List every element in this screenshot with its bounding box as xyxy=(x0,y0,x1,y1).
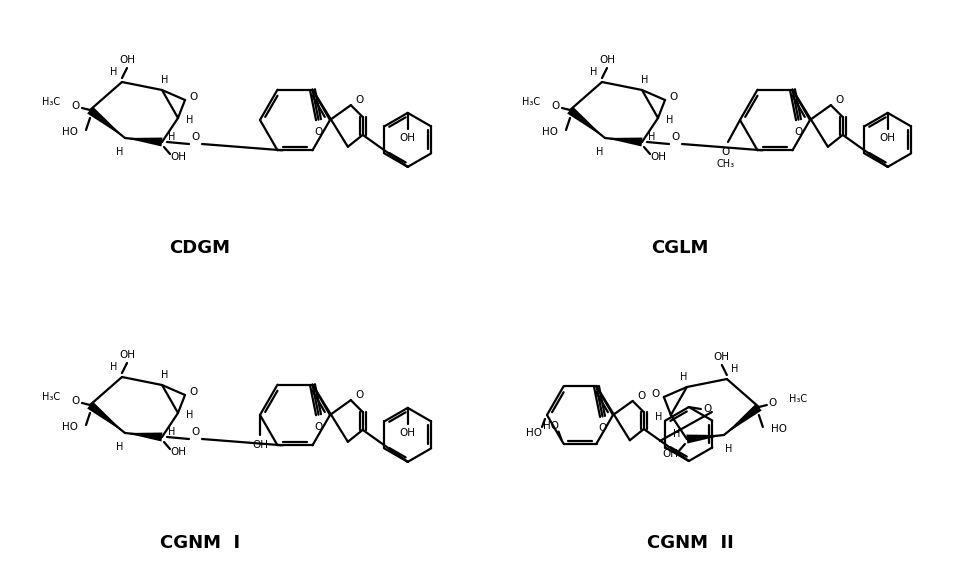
Text: O: O xyxy=(314,127,323,137)
Text: O: O xyxy=(189,387,197,397)
Text: OH: OH xyxy=(599,55,615,65)
Text: HO: HO xyxy=(526,428,542,438)
Text: CGNM  I: CGNM I xyxy=(160,534,240,552)
Text: HO: HO xyxy=(771,424,787,434)
Text: H: H xyxy=(590,67,598,77)
Text: OH: OH xyxy=(399,133,416,143)
Text: O: O xyxy=(704,404,712,414)
Text: HO: HO xyxy=(542,421,559,431)
Text: H₃C: H₃C xyxy=(789,394,807,404)
Text: H: H xyxy=(168,427,176,437)
Polygon shape xyxy=(605,137,642,146)
Text: CH₃: CH₃ xyxy=(717,159,735,169)
Text: O: O xyxy=(314,422,323,432)
Text: H: H xyxy=(116,442,124,452)
Text: H₃C: H₃C xyxy=(522,97,540,107)
Text: O: O xyxy=(652,389,660,399)
Text: O: O xyxy=(192,132,200,142)
Text: O: O xyxy=(637,391,646,401)
Text: OH: OH xyxy=(170,447,186,457)
Text: O: O xyxy=(72,101,80,111)
Text: O: O xyxy=(836,95,844,105)
Text: H: H xyxy=(116,147,124,157)
Text: OH: OH xyxy=(650,152,666,162)
Text: O: O xyxy=(189,92,197,102)
Text: O: O xyxy=(672,132,680,142)
Text: H: H xyxy=(110,67,118,77)
Text: H: H xyxy=(110,362,118,372)
Text: HO: HO xyxy=(542,127,558,137)
Text: OH: OH xyxy=(170,152,186,162)
Text: OH: OH xyxy=(119,350,135,360)
Text: H: H xyxy=(168,132,176,142)
Text: O: O xyxy=(722,147,731,157)
Text: O: O xyxy=(794,127,803,137)
Text: OH: OH xyxy=(662,449,679,459)
Text: CDGM: CDGM xyxy=(170,239,230,257)
Text: O: O xyxy=(552,101,560,111)
Polygon shape xyxy=(724,404,761,435)
Text: OH: OH xyxy=(399,428,416,438)
Text: H: H xyxy=(725,444,732,454)
Text: OH: OH xyxy=(879,133,896,143)
Text: OH: OH xyxy=(714,352,730,362)
Text: H: H xyxy=(655,412,662,422)
Polygon shape xyxy=(567,106,605,138)
Text: H: H xyxy=(641,75,649,85)
Text: H: H xyxy=(161,370,169,380)
Text: O: O xyxy=(769,398,777,408)
Text: O: O xyxy=(72,396,80,406)
Text: OH: OH xyxy=(119,55,135,65)
Text: O: O xyxy=(192,427,200,437)
Text: H₃C: H₃C xyxy=(42,97,60,107)
Text: CGLM: CGLM xyxy=(651,239,708,257)
Polygon shape xyxy=(686,435,724,444)
Text: H₃C: H₃C xyxy=(42,392,60,402)
Text: H: H xyxy=(596,147,604,157)
Text: O: O xyxy=(356,95,364,105)
Text: H: H xyxy=(732,364,738,374)
Text: OH: OH xyxy=(252,440,268,450)
Text: H: H xyxy=(666,115,674,125)
Text: O: O xyxy=(669,92,677,102)
Text: H: H xyxy=(681,372,687,382)
Text: H: H xyxy=(186,115,194,125)
Polygon shape xyxy=(125,432,162,441)
Text: HO: HO xyxy=(62,422,78,432)
Polygon shape xyxy=(87,401,125,433)
Text: CGNM  II: CGNM II xyxy=(647,534,733,552)
Text: H: H xyxy=(673,429,681,439)
Text: H: H xyxy=(161,75,169,85)
Text: H: H xyxy=(186,410,194,420)
Text: H: H xyxy=(648,132,656,142)
Text: O: O xyxy=(598,423,607,434)
Polygon shape xyxy=(125,137,162,146)
Polygon shape xyxy=(87,106,125,138)
Text: O: O xyxy=(356,390,364,400)
Text: HO: HO xyxy=(62,127,78,137)
